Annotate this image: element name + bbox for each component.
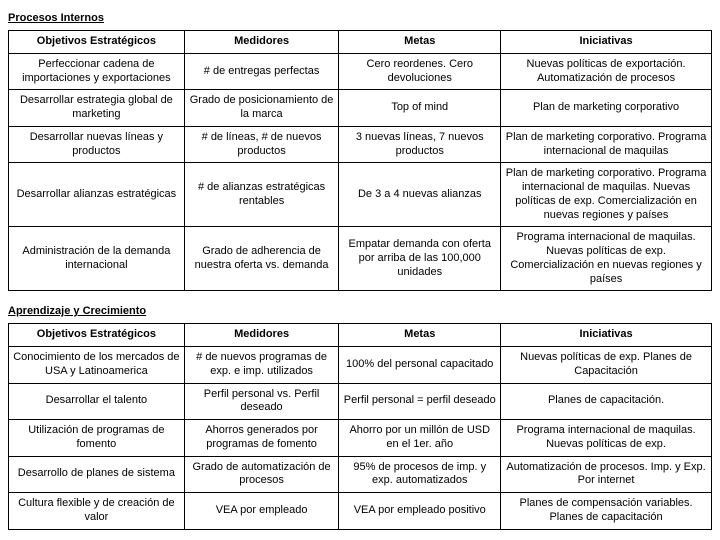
cell-objetivo: Cultura flexible y de creación de valor	[9, 493, 185, 530]
table-row: Conocimiento de los mercados de USA y La…	[9, 347, 712, 384]
table-row: Perfeccionar cadena de importaciones y e…	[9, 53, 712, 90]
cell-meta: Cero reordenes. Cero devoluciones	[339, 53, 501, 90]
cell-meta: Empatar demanda con oferta por arriba de…	[339, 227, 501, 291]
cell-objetivo: Administración de la demanda internacion…	[9, 227, 185, 291]
cell-medidor: # de líneas, # de nuevos productos	[184, 126, 339, 163]
cell-medidor: # de nuevos programas de exp. e imp. uti…	[184, 347, 339, 384]
cell-iniciativa: Planes de compensación variables. Planes…	[501, 493, 712, 530]
cell-objetivo: Desarrollo de planes de sistema	[9, 456, 185, 493]
cell-iniciativa: Nuevas políticas de exportación. Automat…	[501, 53, 712, 90]
cell-objetivo: Conocimiento de los mercados de USA y La…	[9, 347, 185, 384]
cell-iniciativa: Plan de marketing corporativo. Programa …	[501, 126, 712, 163]
header-iniciativas: Iniciativas	[501, 324, 712, 347]
cell-iniciativa: Programa internacional de maquilas. Nuev…	[501, 420, 712, 457]
cell-medidor: Grado de posicionamiento de la marca	[184, 90, 339, 127]
header-metas: Metas	[339, 31, 501, 54]
header-medidores: Medidores	[184, 31, 339, 54]
header-objetivos: Objetivos Estratégicos	[9, 324, 185, 347]
table-row: Utilización de programas de fomento Ahor…	[9, 420, 712, 457]
cell-iniciativa: Programa internacional de maquilas. Nuev…	[501, 227, 712, 291]
cell-objetivo: Desarrollar nuevas líneas y productos	[9, 126, 185, 163]
cell-meta: 100% del personal capacitado	[339, 347, 501, 384]
cell-medidor: # de entregas perfectas	[184, 53, 339, 90]
table-row: Administración de la demanda internacion…	[9, 227, 712, 291]
cell-meta: 3 nuevas líneas, 7 nuevos productos	[339, 126, 501, 163]
cell-medidor: Grado de adherencia de nuestra oferta vs…	[184, 227, 339, 291]
section1-title: Procesos Internos	[8, 12, 712, 24]
table-header-row: Objetivos Estratégicos Medidores Metas I…	[9, 324, 712, 347]
header-medidores: Medidores	[184, 324, 339, 347]
cell-meta: VEA por empleado positivo	[339, 493, 501, 530]
cell-objetivo: Desarrollar alianzas estratégicas	[9, 163, 185, 227]
table-row: Desarrollar el talento Perfil personal v…	[9, 383, 712, 420]
table-row: Desarrollo de planes de sistema Grado de…	[9, 456, 712, 493]
cell-meta: Top of mind	[339, 90, 501, 127]
cell-iniciativa: Automatización de procesos. Imp. y Exp. …	[501, 456, 712, 493]
table-row: Cultura flexible y de creación de valor …	[9, 493, 712, 530]
cell-meta: De 3 a 4 nuevas alianzas	[339, 163, 501, 227]
section2-table: Objetivos Estratégicos Medidores Metas I…	[8, 323, 712, 529]
cell-objetivo: Desarrollar estrategia global de marketi…	[9, 90, 185, 127]
cell-medidor: Ahorros generados por programas de fomen…	[184, 420, 339, 457]
cell-iniciativa: Planes de capacitación.	[501, 383, 712, 420]
header-metas: Metas	[339, 324, 501, 347]
cell-objetivo: Perfeccionar cadena de importaciones y e…	[9, 53, 185, 90]
table-row: Desarrollar alianzas estratégicas # de a…	[9, 163, 712, 227]
cell-objetivo: Desarrollar el talento	[9, 383, 185, 420]
table-header-row: Objetivos Estratégicos Medidores Metas I…	[9, 31, 712, 54]
cell-meta: Ahorro por un millón de USD en el 1er. a…	[339, 420, 501, 457]
cell-medidor: VEA por empleado	[184, 493, 339, 530]
section2-title: Aprendizaje y Crecimiento	[8, 305, 712, 317]
cell-meta: 95% de procesos de imp. y exp. automatiz…	[339, 456, 501, 493]
section1-table: Objetivos Estratégicos Medidores Metas I…	[8, 30, 712, 291]
cell-medidor: Grado de automatización de procesos	[184, 456, 339, 493]
cell-objetivo: Utilización de programas de fomento	[9, 420, 185, 457]
cell-medidor: Perfil personal vs. Perfil deseado	[184, 383, 339, 420]
table-row: Desarrollar nuevas líneas y productos # …	[9, 126, 712, 163]
table-row: Desarrollar estrategia global de marketi…	[9, 90, 712, 127]
cell-iniciativa: Nuevas políticas de exp. Planes de Capac…	[501, 347, 712, 384]
cell-iniciativa: Plan de marketing corporativo. Programa …	[501, 163, 712, 227]
cell-iniciativa: Plan de marketing corporativo	[501, 90, 712, 127]
cell-meta: Perfil personal = perfil deseado	[339, 383, 501, 420]
cell-medidor: # de alianzas estratégicas rentables	[184, 163, 339, 227]
header-objetivos: Objetivos Estratégicos	[9, 31, 185, 54]
header-iniciativas: Iniciativas	[501, 31, 712, 54]
